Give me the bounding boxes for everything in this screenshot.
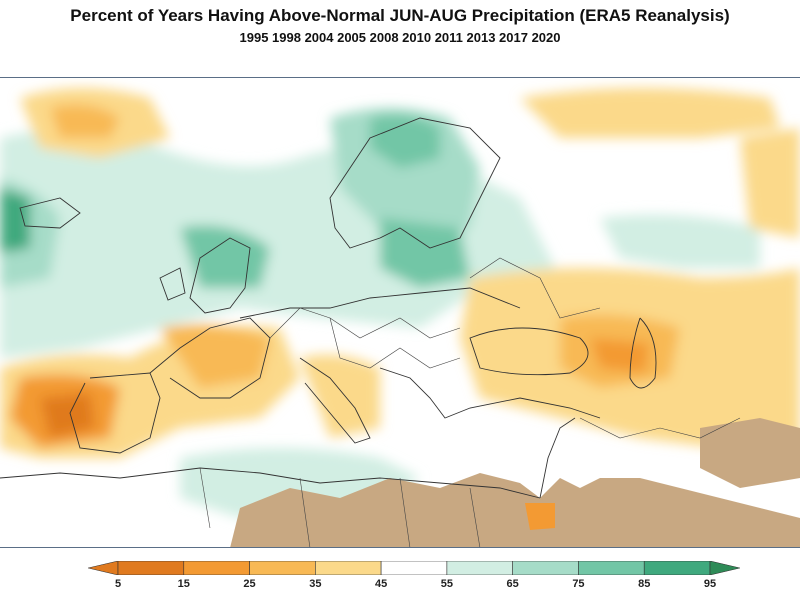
field-orange-north-atlantic xyxy=(50,104,120,138)
colorbar-tick-label: 55 xyxy=(440,578,453,590)
field-tan-ne xyxy=(520,88,780,138)
coastline-scandinavia xyxy=(329,117,501,249)
coastline-ireland xyxy=(159,267,186,301)
coastline-north-africa xyxy=(0,467,541,499)
nodata-sahara xyxy=(230,473,800,547)
colorbar-tick-label: 85 xyxy=(638,578,651,590)
colorbar-tick-label: 15 xyxy=(177,578,190,590)
coastlines xyxy=(0,117,657,499)
field-green-iceland xyxy=(0,188,30,253)
colorbar-segment xyxy=(183,560,250,576)
colorbar-tick-label: 95 xyxy=(703,578,717,590)
border-lines-northeast xyxy=(469,257,601,319)
borders xyxy=(199,257,741,547)
map-subtitle: 1995 1998 2004 2005 2008 2010 2011 2013 … xyxy=(239,30,561,45)
colorbar-tick-label: 45 xyxy=(374,578,388,590)
field-green-baltic xyxy=(380,218,470,288)
field-deep-orange-portugal xyxy=(40,393,95,438)
border-lines-central xyxy=(269,307,461,339)
field-sinai-orange xyxy=(525,503,555,530)
colorbar-tick-label: 35 xyxy=(309,578,322,590)
border-lines-middle-east xyxy=(579,417,741,439)
colorbar-segment xyxy=(512,560,579,576)
coastline-black-sea xyxy=(469,327,589,376)
field-dark-green-scandinavia xyxy=(370,114,440,168)
nodata-arabia xyxy=(700,418,800,488)
colorbar xyxy=(87,560,741,576)
coastline-iceland xyxy=(19,197,81,229)
coastline-caspian xyxy=(629,317,657,389)
colorbar-segment xyxy=(249,560,316,576)
coastline-greece-turkey xyxy=(379,367,601,419)
colorbar-segment xyxy=(643,560,711,576)
colorbar-tick-label: 65 xyxy=(506,578,519,590)
border-lines-north-africa xyxy=(199,467,481,547)
map-title: Percent of Years Having Above-Normal JUN… xyxy=(70,6,730,25)
colorbar-segment xyxy=(380,560,448,576)
colorbar-segment xyxy=(117,560,185,576)
field-green-east xyxy=(600,214,760,268)
colorbar-low-extend xyxy=(87,560,119,576)
coastline-italy xyxy=(299,357,371,444)
coastline-baltic-continent xyxy=(239,287,521,319)
nodata-areas xyxy=(230,418,800,547)
field-orange-france xyxy=(160,324,270,388)
field-orange-caucasus xyxy=(590,338,650,373)
colorbar-tick-label: 5 xyxy=(114,578,122,590)
coastline-britain xyxy=(189,237,251,314)
border-lines-eastern xyxy=(329,317,461,369)
colorbar-high-extend xyxy=(709,560,741,576)
colorbar-tick-label: 25 xyxy=(243,578,256,590)
colorbar-tick-label: 75 xyxy=(572,578,585,590)
colorbar-segment xyxy=(578,560,645,576)
field-tan-far-east xyxy=(740,128,800,238)
field-green-scandinavia xyxy=(330,108,480,248)
precipitation-map xyxy=(0,77,800,548)
coastline-levant xyxy=(539,417,576,499)
coastline-iberia xyxy=(69,372,161,454)
colorbar-segment xyxy=(446,560,513,576)
precip-field xyxy=(0,88,800,518)
colorbar-segment xyxy=(315,560,382,576)
field-green-central xyxy=(180,225,270,288)
